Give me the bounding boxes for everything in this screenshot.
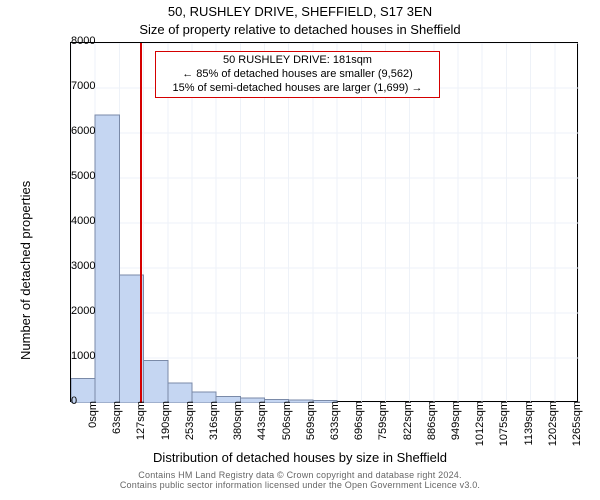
histogram-bar — [144, 360, 168, 403]
x-tick-label: 1202sqm — [543, 401, 559, 446]
x-tick-label: 1012sqm — [470, 401, 486, 446]
y-axis-label: Number of detached properties — [18, 181, 33, 360]
x-tick-label: 316sqm — [204, 401, 220, 440]
y-tick-label: 4000 — [71, 215, 77, 227]
plot-area: 50 RUSHLEY DRIVE: 181sqm ← 85% of detach… — [70, 42, 578, 402]
x-tick-label: 0sqm — [83, 401, 99, 428]
y-tick-label: 6000 — [71, 125, 77, 137]
x-tick-label: 569sqm — [301, 401, 317, 440]
y-tick-label: 8000 — [71, 35, 77, 47]
histogram-bars — [71, 115, 337, 403]
x-tick-label: 759sqm — [373, 401, 389, 440]
x-tick-label: 253sqm — [180, 401, 196, 440]
x-axis-label: Distribution of detached houses by size … — [0, 450, 600, 465]
x-tick-label: 696sqm — [349, 401, 365, 440]
y-tick-label: 7000 — [71, 80, 77, 92]
annotation-callout: 50 RUSHLEY DRIVE: 181sqm ← 85% of detach… — [155, 51, 440, 98]
y-tick-label: 2000 — [71, 305, 77, 317]
y-tick-label: 1000 — [71, 350, 77, 362]
x-tick-label: 190sqm — [156, 401, 172, 440]
x-tick-label: 380sqm — [228, 401, 244, 440]
x-tick-label: 443sqm — [252, 401, 268, 440]
x-tick-label: 1139sqm — [519, 401, 535, 445]
annotation-line2: ← 85% of detached houses are smaller (9,… — [162, 68, 433, 82]
x-tick-label: 1075sqm — [494, 401, 510, 446]
annotation-line1: 50 RUSHLEY DRIVE: 181sqm — [162, 54, 433, 68]
x-tick-label: 633sqm — [325, 401, 341, 440]
y-tick-label: 5000 — [71, 170, 77, 182]
x-tick-label: 822sqm — [398, 401, 414, 440]
histogram-bar — [168, 383, 192, 403]
y-tick-label: 0 — [71, 395, 77, 407]
chart-container: 50, RUSHLEY DRIVE, SHEFFIELD, S17 3EN Si… — [0, 0, 600, 500]
x-tick-label: 949sqm — [446, 401, 462, 440]
histogram-bar — [95, 115, 119, 403]
x-tick-label: 127sqm — [131, 401, 147, 440]
y-tick-label: 3000 — [71, 260, 77, 272]
attribution-footer: Contains HM Land Registry data © Crown c… — [0, 470, 600, 490]
x-tick-label: 886sqm — [422, 401, 438, 440]
annotation-line3: 15% of semi-detached houses are larger (… — [162, 82, 433, 96]
x-tick-label: 506sqm — [277, 401, 293, 440]
chart-title-line1: 50, RUSHLEY DRIVE, SHEFFIELD, S17 3EN — [0, 4, 600, 19]
property-marker-line — [140, 43, 142, 403]
x-tick-label: 63sqm — [107, 401, 123, 434]
x-tick-label: 1265sqm — [567, 401, 583, 446]
